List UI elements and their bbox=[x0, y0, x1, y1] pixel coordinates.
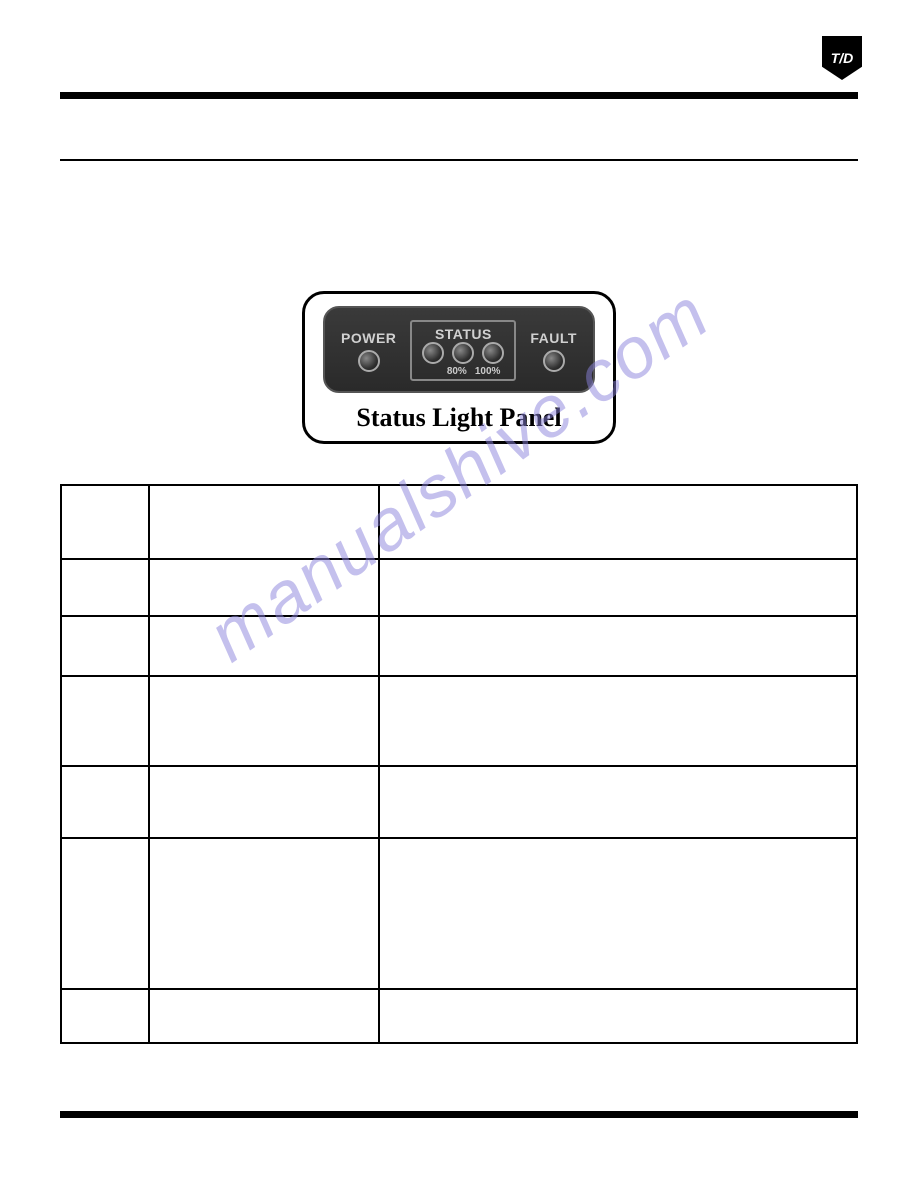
table-cell bbox=[61, 989, 149, 1043]
table-cell bbox=[149, 989, 380, 1043]
table-row bbox=[61, 616, 857, 676]
power-label: POWER bbox=[341, 330, 396, 346]
table-row bbox=[61, 838, 857, 989]
percent-80: 80% bbox=[447, 366, 467, 377]
table-row bbox=[61, 485, 857, 559]
fault-led bbox=[543, 350, 565, 372]
panel-device: POWER STATUS 80% 100% FAULT bbox=[323, 306, 595, 393]
table-cell bbox=[379, 559, 857, 616]
percent-labels: 80% 100% bbox=[422, 366, 504, 377]
table-cell bbox=[61, 559, 149, 616]
table-cell bbox=[379, 766, 857, 838]
table-cell bbox=[379, 616, 857, 676]
status-light-panel-figure: POWER STATUS 80% 100% FAULT Statu bbox=[60, 291, 858, 444]
logo-text: T/D bbox=[831, 50, 854, 66]
table-cell bbox=[149, 676, 380, 766]
fault-label: FAULT bbox=[530, 330, 577, 346]
status-section: STATUS 80% 100% bbox=[410, 320, 516, 381]
power-section: POWER bbox=[341, 330, 396, 372]
table-cell bbox=[61, 676, 149, 766]
table-row bbox=[61, 766, 857, 838]
table-cell bbox=[61, 616, 149, 676]
table-cell bbox=[149, 838, 380, 989]
table-cell bbox=[379, 989, 857, 1043]
table-cell bbox=[149, 766, 380, 838]
fault-section: FAULT bbox=[530, 330, 577, 372]
status-led-1 bbox=[422, 342, 444, 364]
status-led-3 bbox=[482, 342, 504, 364]
table-cell bbox=[379, 485, 857, 559]
table-cell bbox=[61, 766, 149, 838]
table-cell bbox=[61, 838, 149, 989]
power-led bbox=[358, 350, 380, 372]
table-cell bbox=[379, 838, 857, 989]
table-cell bbox=[61, 485, 149, 559]
table-row bbox=[61, 989, 857, 1043]
percent-100: 100% bbox=[475, 366, 501, 377]
panel-box: POWER STATUS 80% 100% FAULT Statu bbox=[302, 291, 616, 444]
table-row bbox=[61, 676, 857, 766]
table-cell bbox=[149, 559, 380, 616]
bottom-divider bbox=[60, 1111, 858, 1118]
top-divider bbox=[60, 92, 858, 99]
table-cell bbox=[149, 616, 380, 676]
table-cell bbox=[379, 676, 857, 766]
data-table bbox=[60, 484, 858, 1044]
status-label: STATUS bbox=[435, 326, 492, 342]
status-led-row bbox=[422, 342, 504, 364]
panel-caption: Status Light Panel bbox=[356, 403, 561, 433]
status-led-2 bbox=[452, 342, 474, 364]
brand-logo: T/D bbox=[822, 36, 862, 80]
table-row bbox=[61, 559, 857, 616]
section-divider bbox=[60, 159, 858, 161]
table-cell bbox=[149, 485, 380, 559]
